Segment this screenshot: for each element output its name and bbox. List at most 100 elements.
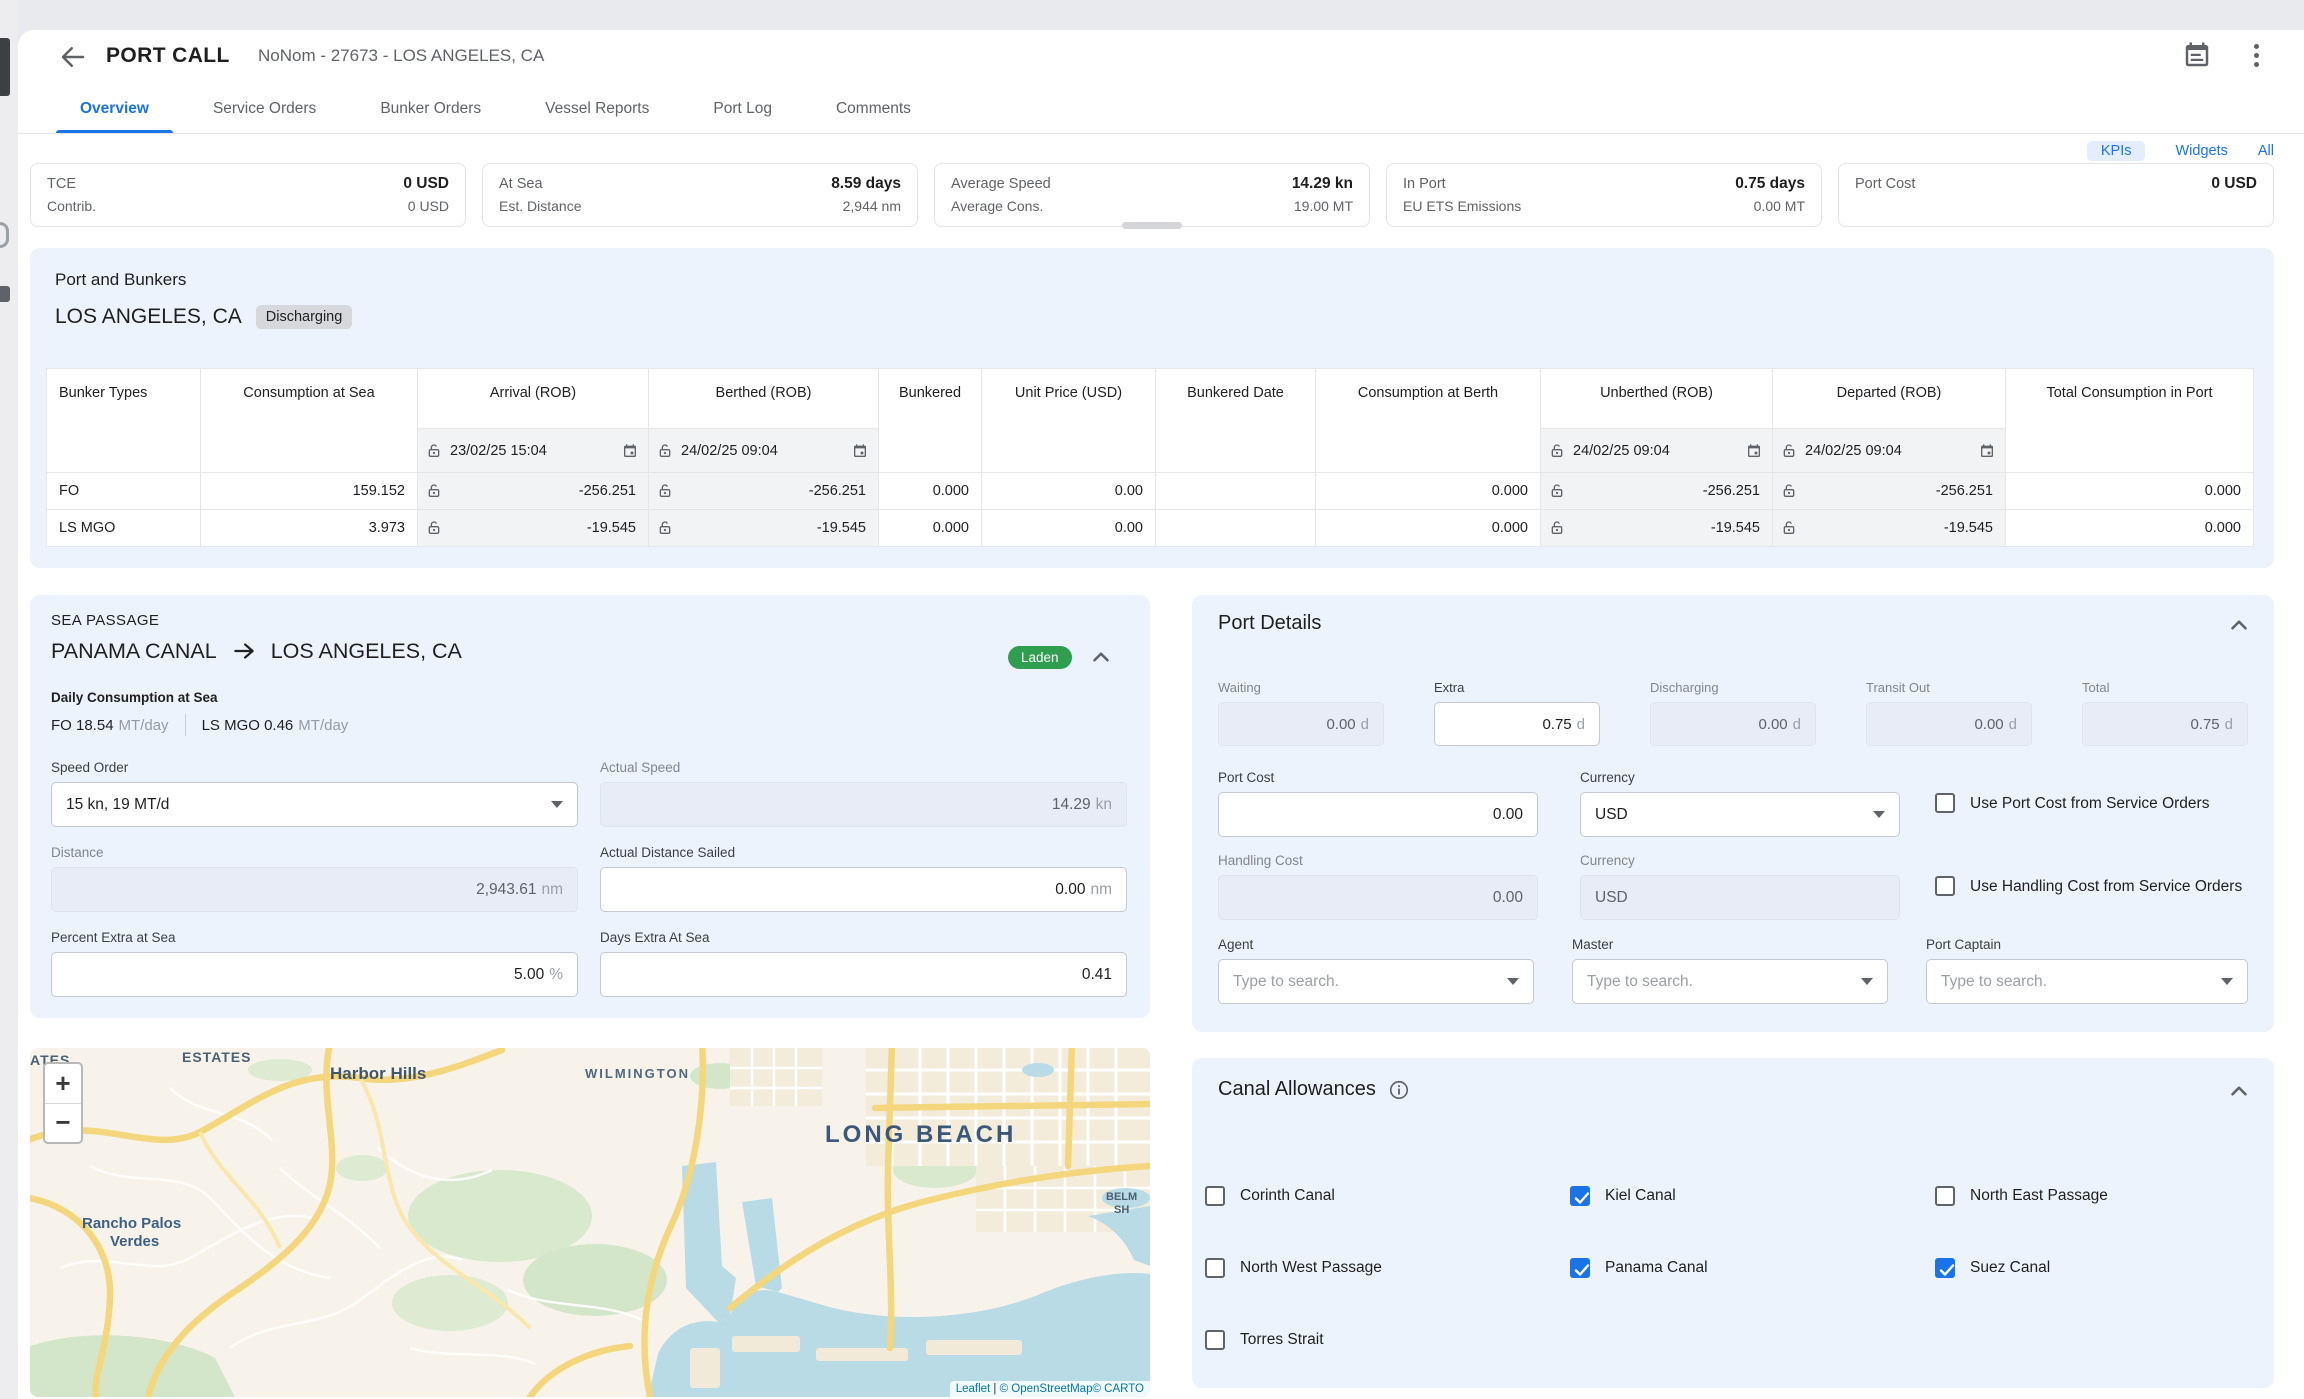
tab-overview[interactable]: Overview [48, 85, 181, 133]
lock-open-icon [426, 483, 442, 499]
actual-distance-sailed-input[interactable]: 0.00 nm [600, 867, 1127, 912]
extra-input[interactable]: 0.75d [1434, 702, 1600, 746]
collapse-chevron-icon[interactable] [2226, 612, 2252, 638]
unit-suffix: % [549, 966, 563, 984]
toggle-widgets[interactable]: Widgets [2175, 143, 2227, 159]
calendar-icon [622, 443, 638, 459]
field-label: Transit Out [1866, 680, 2032, 695]
berthed-datetime-field[interactable]: 24/02/25 09:04 [649, 429, 879, 473]
checkbox-north-east-passage[interactable] [1935, 1186, 1955, 1206]
speed-order-select[interactable]: 15 kn, 19 MT/d [51, 782, 578, 827]
arrival-rob-cell[interactable]: -19.545 [418, 510, 649, 547]
checkbox-corinth-canal[interactable] [1205, 1186, 1225, 1206]
kebab-menu-icon[interactable] [2243, 40, 2269, 70]
zoom-out-button[interactable]: − [45, 1104, 81, 1143]
port-cost-input[interactable]: 0.00 [1218, 792, 1538, 837]
bunkered-cell[interactable]: 0.000 [879, 473, 982, 510]
bunkered-cell[interactable]: 0.000 [879, 510, 982, 547]
departed-datetime-field[interactable]: 24/02/25 09:04 [1773, 429, 2006, 473]
kpi-value: 8.59 days [831, 173, 901, 195]
port-cost-currency-select[interactable]: USD [1580, 792, 1900, 837]
back-button[interactable] [58, 42, 88, 72]
arrival-datetime-field[interactable]: 23/02/25 15:04 [418, 429, 649, 473]
kpi-card-at-sea: At Sea8.59 days Est. Distance2,944 nm [482, 163, 918, 227]
osm-link[interactable]: © OpenStreetMap [1000, 1383, 1093, 1395]
checkbox-panama-canal[interactable] [1570, 1258, 1590, 1278]
route-to-port: LOS ANGELES, CA [271, 639, 462, 664]
consumption-at-berth-cell[interactable]: 0.000 [1316, 473, 1541, 510]
unit-suffix: nm [541, 881, 563, 899]
unberthed-datetime[interactable]: 24/02/25 09:04 [1573, 443, 1670, 459]
use-handling-cost-checkbox[interactable] [1935, 876, 1955, 896]
map-label-rancho-2: Verdes [110, 1233, 159, 1250]
info-icon[interactable] [1388, 1079, 1410, 1101]
route-from-port: PANAMA CANAL [51, 639, 217, 664]
bunkered-date-cell[interactable] [1156, 473, 1316, 510]
background-window-fragment [0, 38, 10, 96]
discharging-field: 0.00d [1650, 702, 1816, 746]
cell-value: -19.545 [587, 520, 636, 536]
tab-bunker-orders[interactable]: Bunker Orders [348, 85, 513, 133]
checkbox-torres-strait[interactable] [1205, 1330, 1225, 1350]
tab-vessel-reports[interactable]: Vessel Reports [513, 85, 681, 133]
sea-passage-label: SEA PASSAGE [51, 612, 159, 629]
departed-rob-cell[interactable]: -256.251 [1773, 473, 2006, 510]
unit-price-cell[interactable]: 0.00 [982, 473, 1156, 510]
leaflet-link[interactable]: Leaflet [956, 1383, 991, 1395]
lock-open-icon [1549, 443, 1565, 459]
tab-comments[interactable]: Comments [804, 85, 943, 133]
total-field: 0.75d [2082, 702, 2248, 746]
checkbox-suez-canal[interactable] [1935, 1258, 1955, 1278]
page-subtitle: NoNom - 27673 - LOS ANGELES, CA [258, 46, 544, 66]
port-map[interactable]: ATES ESTATES Harbor Hills WILMINGTON LON… [30, 1048, 1150, 1397]
bunkers-table: Bunker Types Consumption at Sea Arrival … [46, 368, 2254, 547]
port-details-title: Port Details [1218, 612, 1321, 635]
consumption-at-sea-cell[interactable]: 159.152 [201, 473, 418, 510]
percent-extra-at-sea-input[interactable]: 5.00 % [51, 952, 578, 997]
sea-passage-route: PANAMA CANAL LOS ANGELES, CA [51, 638, 462, 664]
arrival-datetime[interactable]: 23/02/25 15:04 [450, 443, 547, 459]
berthed-rob-cell[interactable]: -256.251 [649, 473, 879, 510]
calendar-agenda-icon[interactable] [2182, 40, 2212, 70]
field-label: Actual Speed [600, 760, 1127, 775]
kpi-value: 0 USD [2211, 173, 2257, 195]
kpi-label: Port Cost [1855, 173, 1915, 195]
unberthed-datetime-field[interactable]: 24/02/25 09:04 [1541, 429, 1773, 473]
zoom-in-button[interactable]: + [45, 1064, 81, 1103]
unberthed-rob-cell[interactable]: -256.251 [1541, 473, 1773, 510]
berthed-datetime[interactable]: 24/02/25 09:04 [681, 443, 778, 459]
carto-link[interactable]: © CARTO [1092, 1383, 1144, 1395]
tab-bar: Overview Service Orders Bunker Orders Ve… [18, 85, 2304, 134]
use-port-cost-checkbox[interactable] [1935, 793, 1955, 813]
days-extra-at-sea-input[interactable]: 0.41 [600, 952, 1127, 997]
berthed-rob-cell[interactable]: -19.545 [649, 510, 879, 547]
master-search-select[interactable]: Type to search. [1572, 959, 1888, 1004]
consumption-at-berth-cell[interactable]: 0.000 [1316, 510, 1541, 547]
collapse-chevron-icon[interactable] [2226, 1078, 2252, 1104]
extra-value: 0.75 [1542, 716, 1571, 733]
unit-price-cell[interactable]: 0.00 [982, 510, 1156, 547]
toggle-kpis[interactable]: KPIs [2087, 141, 2146, 161]
departed-datetime[interactable]: 24/02/25 09:04 [1805, 443, 1902, 459]
checkbox-kiel-canal[interactable] [1570, 1186, 1590, 1206]
departed-rob-cell[interactable]: -19.545 [1773, 510, 2006, 547]
tab-service-orders[interactable]: Service Orders [181, 85, 348, 133]
agent-search-select[interactable]: Type to search. [1218, 959, 1534, 1004]
toggle-all[interactable]: All [2258, 143, 2274, 159]
checkbox-north-west-passage[interactable] [1205, 1258, 1225, 1278]
bunkered-date-cell[interactable] [1156, 510, 1316, 547]
kpi-label: Average Cons. [951, 195, 1043, 217]
table-row-ls-mgo: LS MGO 3.973 -19.545 -19.545 0.000 0.00 … [47, 510, 2254, 547]
arrival-rob-cell[interactable]: -256.251 [418, 473, 649, 510]
kpi-value: 19.00 MT [1294, 195, 1353, 217]
check-icon [1572, 1188, 1592, 1208]
col-header-consumption-at-sea: Consumption at Sea [201, 369, 418, 473]
port-captain-search-select[interactable]: Type to search. [1926, 959, 2248, 1004]
consumption-at-sea-cell[interactable]: 3.973 [201, 510, 418, 547]
unberthed-rob-cell[interactable]: -19.545 [1541, 510, 1773, 547]
collapse-chevron-icon[interactable] [1088, 644, 1114, 670]
total-consumption-cell: 0.000 [2006, 510, 2254, 547]
kpi-row: TCE0 USD Contrib.0 USD At Sea8.59 days E… [30, 163, 2274, 227]
tab-port-log[interactable]: Port Log [681, 85, 804, 133]
resize-handle[interactable] [1122, 222, 1182, 229]
